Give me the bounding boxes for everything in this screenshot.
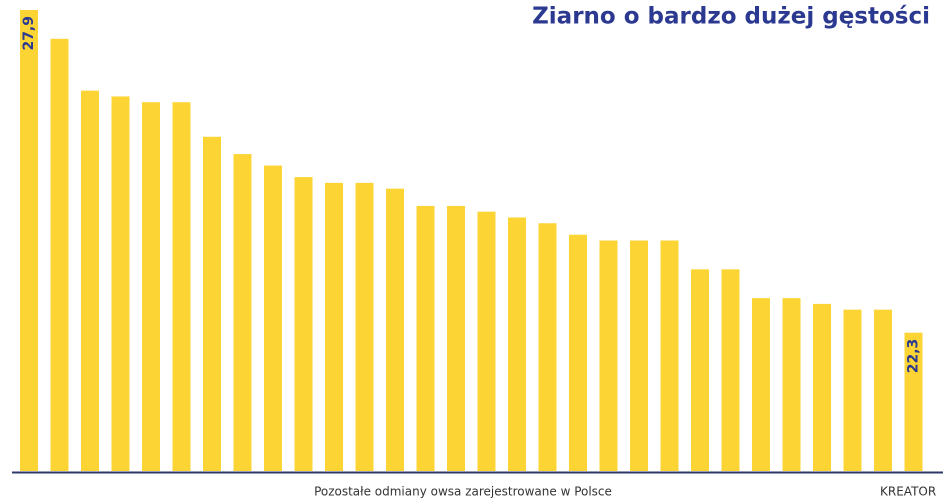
bar — [447, 205, 465, 472]
bar — [355, 182, 374, 471]
bar — [325, 182, 343, 471]
bar — [599, 240, 618, 471]
bar — [20, 10, 38, 471]
bar — [111, 96, 130, 471]
x-axis-label: Pozostałe odmiany owsa zarejestrowane w … — [314, 485, 612, 499]
bar — [782, 298, 801, 471]
bar — [691, 269, 709, 471]
bar — [569, 234, 587, 471]
bar — [203, 136, 221, 471]
bar — [294, 177, 313, 472]
bar — [721, 269, 740, 471]
bar — [843, 309, 862, 471]
chart-title: Ziarno o bardzo dużej gęstości — [532, 4, 930, 30]
bar — [416, 205, 435, 472]
bar — [813, 303, 831, 471]
bar — [81, 90, 99, 472]
bar — [752, 298, 770, 471]
bar — [477, 211, 496, 471]
bar — [386, 188, 404, 471]
value-label: 22,3 — [906, 339, 922, 374]
bar — [874, 309, 892, 471]
annotation: KREATOR — [880, 485, 936, 499]
bar — [142, 102, 160, 471]
bar — [50, 38, 69, 471]
bar — [630, 240, 648, 471]
bar — [508, 217, 526, 471]
bar — [538, 223, 557, 471]
bar — [264, 165, 282, 471]
bar — [660, 240, 679, 471]
bar — [233, 154, 252, 471]
bar — [904, 332, 923, 471]
value-label: 27,9 — [21, 16, 37, 51]
bar — [172, 102, 191, 471]
